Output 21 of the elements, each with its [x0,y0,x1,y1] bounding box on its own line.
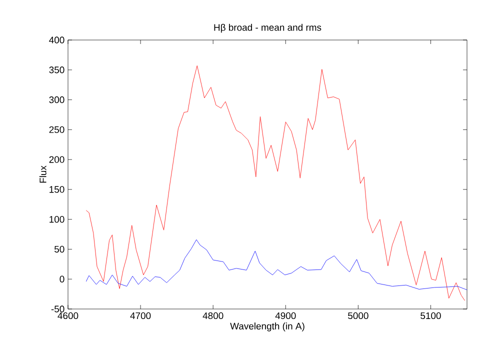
y-tick-label: 250 [49,126,64,134]
chart-title: Hβ broad - mean and rms [214,24,322,33]
y-tick-label: 400 [49,36,64,44]
x-tick-label: 5100 [420,312,441,320]
y-tick-label: -50 [51,306,64,312]
y-tick-label: 300 [49,96,64,104]
x-tick-label: 4900 [275,312,296,320]
line-series [86,239,467,290]
y-tick-label: 200 [49,156,64,163]
y-tick-label: 0 [60,276,64,282]
x-tick-label: 4800 [202,312,224,320]
y-axis-title: Flux [39,166,46,183]
x-tick-label: 4600 [58,312,78,320]
y-tick-label: 50 [54,246,64,253]
y-tick-label: 100 [50,216,64,223]
x-axis-title: Wavelength (in A) [230,322,304,332]
line-series [86,65,466,301]
x-tick-label: 5000 [348,312,368,320]
y-tick-label: 350 [49,66,64,74]
y-tick-label: 150 [50,186,64,193]
x-tick-label: 4700 [130,312,151,320]
